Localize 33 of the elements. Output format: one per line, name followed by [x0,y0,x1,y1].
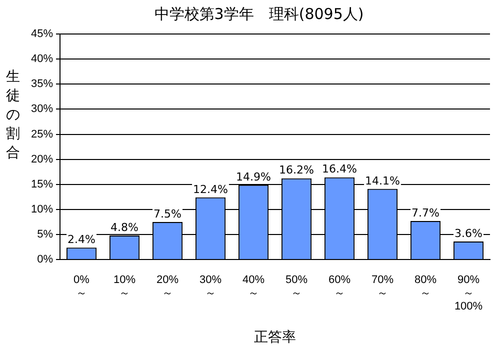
y-tick-label: 10% [30,204,54,216]
x-tick-label: 50% ～ [285,274,308,300]
data-label: 12.4% [193,182,228,196]
data-label: 7.7% [412,206,440,220]
x-tick-label: 90% ～ 100% [454,274,483,313]
data-label: 2.4% [68,232,96,246]
y-tick-label: 20% [30,153,54,166]
y-axis-title: 生徒の割合 [5,68,21,163]
data-label: 14.9% [236,170,271,184]
y-tick-label: 15% [30,178,54,190]
chart-title: 中学校第3学年 理科(8095人) [154,4,364,23]
x-tick-label: 20% ～ [156,274,179,300]
data-label: 14.1% [365,174,400,188]
y-tick-label: 40% [30,53,54,66]
y-tick-label: 25% [30,128,54,140]
x-tick-label: 70% ～ [371,274,394,300]
y-tick-label: 30% [30,103,54,116]
x-tick-label: 80% ～ [414,274,437,300]
x-tick-label: 10% ～ [114,274,136,300]
y-tick-label: 0% [37,254,54,266]
x-tick-label: 60% ～ [328,274,351,300]
x-axis-title: 正答率 [254,328,296,344]
y-tick-label: 45% [30,28,54,40]
data-label: 3.6% [454,226,482,240]
data-label: 16.4% [322,162,357,176]
x-tick-label: 40% ～ [242,274,265,300]
data-label: 4.8% [110,220,138,234]
x-tick-label: 30% ～ [199,274,222,300]
x-tick-label: 0% ～ [74,274,90,300]
y-tick-label: 35% [30,78,54,90]
data-label: 7.5% [154,207,182,220]
data-label: 16.2% [279,164,314,177]
y-tick-label: 5% [37,228,54,241]
